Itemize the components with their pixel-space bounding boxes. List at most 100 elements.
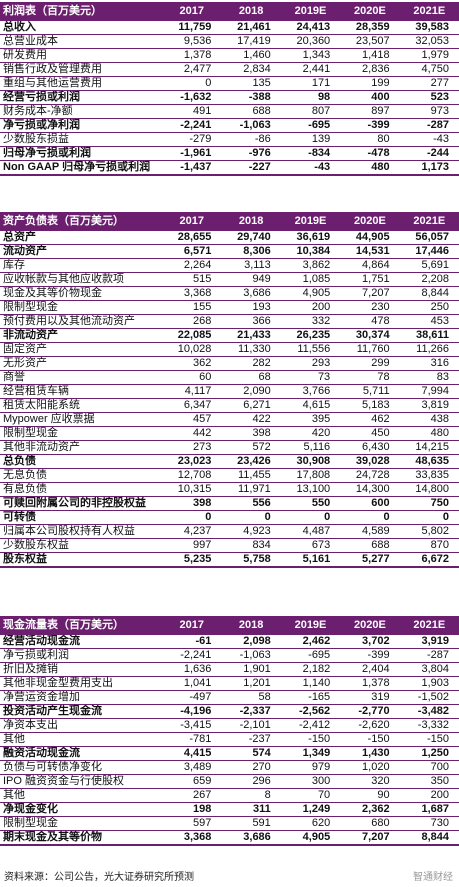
row-value: -2,337 (221, 704, 281, 719)
row-label: 融资活动现金流 (0, 746, 163, 761)
row-value: 17,419 (221, 34, 281, 49)
row-value: 282 (221, 356, 281, 371)
row-value: 33,835 (399, 468, 459, 483)
row-value: 5,711 (340, 384, 400, 399)
row-value: -3,332 (399, 718, 459, 733)
table-row: 限制型现金 442 398 420 450 480 (0, 426, 459, 441)
row-value: 0 (280, 510, 341, 525)
row-label: 无息负债 (0, 468, 163, 483)
year-header: 2019E (280, 212, 341, 231)
row-value: 0 (162, 76, 222, 91)
table-row: 现金及其等价物现金 3,368 3,686 4,905 7,207 8,844 (0, 286, 459, 301)
row-value: 6,571 (162, 244, 222, 259)
row-value: 30,908 (280, 454, 341, 469)
row-value: 20,360 (280, 34, 341, 49)
row-value: 22,085 (162, 328, 222, 343)
row-value: 450 (340, 426, 400, 441)
row-value: -2,241 (162, 648, 222, 663)
row-value: 2,404 (340, 662, 400, 677)
row-value: 6,271 (221, 398, 281, 413)
row-value: -478 (340, 146, 400, 161)
row-value: 48,635 (399, 454, 459, 469)
table-row: 库存 2,264 3,113 3,862 4,864 5,691 (0, 258, 459, 273)
row-value: 28,655 (162, 231, 222, 245)
row-value: -1,063 (221, 118, 281, 133)
row-value: 4,923 (221, 524, 281, 539)
row-value: 11,759 (162, 21, 222, 35)
table-row: 折旧及摊销 1,636 1,901 2,182 2,404 3,804 (0, 662, 459, 677)
row-value: 83 (399, 370, 459, 385)
row-value: 673 (280, 538, 341, 553)
row-value: 4,905 (280, 830, 341, 846)
row-value: 1,173 (399, 160, 459, 176)
row-label: 可赎回附属公司的非控股权益 (0, 496, 163, 511)
row-value: -2,241 (162, 118, 222, 133)
row-value: 3,368 (162, 830, 222, 846)
row-value: -43 (280, 160, 341, 176)
row-value: -3,482 (399, 704, 459, 719)
table-row: 融资活动现金流 4,415 574 1,349 1,430 1,250 (0, 746, 459, 761)
row-value: 979 (280, 760, 341, 775)
row-value: 70 (280, 788, 341, 803)
row-value: 600 (340, 496, 400, 511)
balance-sheet-table: 资产负债表（百万美元） 2017 2018 2019E 2020E 2021E … (0, 212, 459, 568)
row-value: 14,800 (399, 482, 459, 497)
row-value: 398 (221, 426, 281, 441)
row-value: 299 (340, 356, 400, 371)
row-value: 11,330 (221, 342, 281, 357)
row-value: -150 (340, 732, 400, 747)
balance-title: 资产负债表（百万美元） (0, 212, 163, 231)
row-label: 研发费用 (0, 48, 163, 63)
row-label: 折旧及摊销 (0, 662, 163, 677)
watermark: 智通财经 (413, 872, 453, 883)
row-value: 3,702 (340, 635, 400, 649)
income-title: 利润表（百万美元） (0, 2, 163, 21)
row-value: -86 (221, 132, 281, 147)
row-value: 39,583 (399, 21, 459, 35)
row-value: 2,182 (280, 662, 341, 677)
row-value: 14,215 (399, 440, 459, 455)
row-value: 23,507 (340, 34, 400, 49)
row-label: 现金及其等价物现金 (0, 286, 163, 301)
row-value: 1,903 (399, 676, 459, 691)
row-value: 1,201 (221, 676, 281, 691)
row-value: 17,808 (280, 468, 341, 483)
row-label: 总资产 (0, 231, 163, 245)
row-value: 480 (399, 426, 459, 441)
row-value: 3,113 (221, 258, 281, 273)
table-row: 租赁太阳能系统 6,347 6,271 4,615 5,183 3,819 (0, 398, 459, 413)
row-value: 36,619 (280, 231, 341, 245)
row-value: 32,053 (399, 34, 459, 49)
row-label: 应收帐款与其他应收款项 (0, 272, 163, 287)
row-value: 620 (280, 816, 341, 831)
row-value: 1,430 (340, 746, 400, 761)
table-row: 经营亏损或利润 -1,632 -388 98 400 523 (0, 90, 459, 105)
row-value: 2,462 (280, 635, 341, 649)
row-value: 591 (221, 816, 281, 831)
table-row: 可赎回附属公司的非控股权益 398 556 550 600 750 (0, 496, 459, 511)
row-label: 非流动资产 (0, 328, 163, 343)
table-row: 总负债 23,023 23,426 30,908 39,028 48,635 (0, 454, 459, 469)
row-value: 193 (221, 300, 281, 315)
row-value: 171 (280, 76, 341, 91)
row-value: 29,740 (221, 231, 281, 245)
row-value: 2,264 (162, 258, 222, 273)
table-row: 投资活动产生现金流 -4,196 -2,337 -2,562 -2,770 -3,482 (0, 704, 459, 719)
table-row: 净亏损或利润 -2,241 -1,063 -695 -399 -287 (0, 648, 459, 663)
row-value: 0 (340, 510, 400, 525)
row-value: 730 (399, 816, 459, 831)
cash-flow-table: 现金流量表（百万美元） 2017 2018 2019E 2020E 2021E … (0, 616, 459, 846)
year-header: 2019E (280, 2, 341, 21)
table-row: 期末现金及其等价物 3,368 3,686 4,905 7,207 8,844 (0, 830, 459, 846)
row-value: 659 (162, 774, 222, 789)
row-value: 1,751 (340, 272, 400, 287)
row-value: 3,489 (162, 760, 222, 775)
row-label: 归母净亏损或利润 (0, 146, 163, 161)
table-row: 其他非现金型费用支出 1,041 1,201 1,140 1,378 1,903 (0, 676, 459, 691)
row-value: -227 (221, 160, 281, 176)
row-value: 5,277 (340, 552, 400, 568)
row-value: -61 (162, 635, 222, 649)
table-row: 归母净亏损或利润 -1,961 -976 -834 -478 -244 (0, 146, 459, 161)
row-value: 1,343 (280, 48, 341, 63)
row-value: 73 (280, 370, 341, 385)
